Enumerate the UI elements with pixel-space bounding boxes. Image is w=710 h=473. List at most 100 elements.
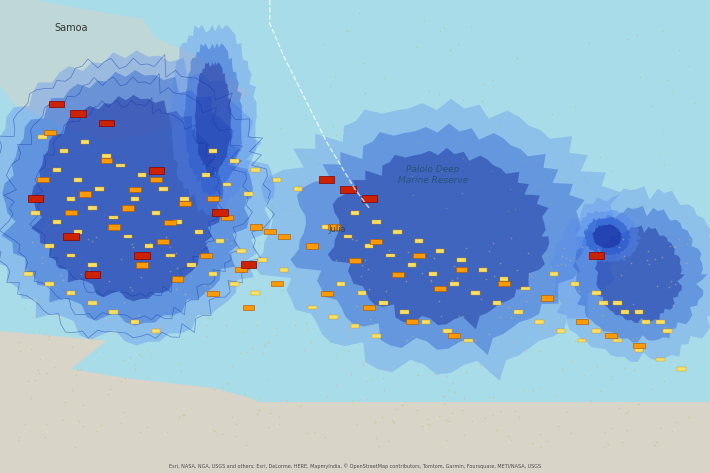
Point: [259, 342, 271, 350]
Point: [293, 272, 305, 280]
Bar: [340, 186, 356, 193]
Point: [331, 131, 342, 139]
Point: [672, 347, 683, 355]
Point: [173, 359, 185, 367]
Point: [20, 279, 31, 286]
Point: [535, 443, 546, 451]
Point: [617, 236, 628, 243]
Point: [655, 424, 667, 431]
Point: [124, 354, 136, 361]
Bar: [179, 201, 190, 206]
Point: [387, 418, 398, 426]
Point: [264, 253, 275, 260]
Point: [229, 273, 240, 281]
Bar: [180, 197, 189, 201]
Point: [75, 324, 86, 332]
Point: [170, 285, 182, 292]
Bar: [400, 310, 409, 314]
Point: [620, 409, 631, 416]
Point: [478, 80, 489, 88]
Point: [435, 167, 446, 175]
Point: [377, 374, 388, 382]
Polygon shape: [574, 210, 641, 263]
Point: [491, 333, 502, 341]
Point: [422, 415, 434, 423]
Point: [411, 371, 422, 379]
Point: [362, 395, 373, 403]
Point: [537, 327, 548, 334]
Point: [424, 421, 435, 429]
Bar: [578, 339, 586, 342]
Point: [273, 420, 285, 428]
Point: [613, 404, 625, 412]
Bar: [45, 282, 54, 286]
Point: [664, 283, 675, 291]
Bar: [53, 220, 61, 224]
Point: [452, 361, 463, 368]
Point: [355, 272, 366, 280]
Bar: [457, 258, 466, 262]
Point: [378, 386, 390, 394]
Point: [579, 156, 590, 164]
Point: [351, 174, 363, 182]
Point: [618, 253, 630, 260]
Point: [442, 120, 454, 128]
Point: [365, 321, 376, 329]
Point: [584, 397, 596, 404]
Bar: [74, 178, 82, 182]
Bar: [236, 267, 247, 272]
Polygon shape: [290, 123, 586, 355]
Bar: [577, 319, 588, 324]
Point: [295, 403, 306, 410]
Bar: [605, 333, 616, 339]
Point: [564, 292, 575, 300]
Point: [75, 271, 87, 278]
Point: [358, 361, 369, 369]
Point: [684, 62, 695, 70]
Point: [513, 413, 525, 420]
Point: [476, 97, 488, 105]
Point: [667, 301, 679, 308]
Bar: [450, 282, 459, 286]
Bar: [372, 220, 381, 224]
Point: [566, 429, 577, 437]
Bar: [264, 229, 275, 235]
Point: [576, 243, 587, 251]
Point: [594, 153, 606, 161]
Point: [317, 40, 329, 48]
Point: [474, 361, 486, 368]
Point: [87, 334, 99, 342]
Point: [262, 338, 273, 345]
Point: [118, 298, 129, 306]
Point: [440, 417, 452, 424]
Point: [665, 358, 676, 366]
Point: [40, 369, 51, 377]
Bar: [187, 263, 196, 267]
Point: [457, 406, 468, 414]
Point: [72, 367, 84, 374]
Point: [164, 267, 175, 275]
Point: [342, 26, 353, 34]
Point: [214, 303, 225, 310]
Point: [557, 366, 568, 373]
Point: [510, 407, 521, 414]
Point: [239, 254, 251, 262]
Point: [559, 319, 570, 327]
Point: [178, 411, 189, 418]
Point: [422, 420, 433, 428]
Point: [332, 381, 343, 389]
Point: [129, 365, 141, 373]
Point: [180, 316, 192, 324]
Point: [518, 157, 529, 164]
Bar: [122, 205, 133, 211]
Bar: [406, 319, 417, 324]
Bar: [251, 291, 260, 295]
Bar: [372, 334, 381, 338]
Point: [381, 366, 393, 373]
Point: [443, 386, 454, 394]
Point: [591, 362, 603, 369]
Point: [616, 438, 628, 445]
Point: [442, 332, 454, 339]
Point: [560, 409, 572, 416]
Point: [447, 379, 459, 387]
